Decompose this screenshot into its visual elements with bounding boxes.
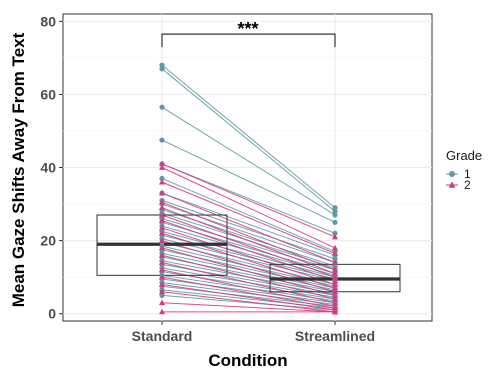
paired-line-grade-1 (161, 68, 336, 212)
point-grade-2 (331, 281, 339, 287)
point-grade-2 (158, 273, 166, 280)
paired-line-grade-1 (161, 282, 336, 306)
paired-line-grade-2 (161, 220, 336, 282)
point-grade-1 (332, 219, 338, 225)
x-tick-label-standard: Standard (132, 328, 193, 344)
paired-line-grade-2 (161, 291, 336, 313)
point-grade-2 (158, 308, 166, 315)
legend-label-grade-1: 1 (464, 167, 471, 181)
point-grade-1 (159, 175, 165, 182)
point-grade-1 (159, 104, 165, 110)
paired-line-grade-2 (161, 262, 336, 304)
point-grade-2 (331, 295, 339, 302)
legend: Grade 12 (446, 148, 482, 192)
paired-line-grade-1 (161, 64, 336, 209)
paired-line-grade-2 (161, 276, 336, 309)
y-tick-label: 60 (40, 86, 56, 102)
point-grade-2 (331, 259, 339, 265)
paired-line-grade-2 (161, 167, 336, 249)
point-grade-2 (158, 164, 166, 170)
legend-label-grade-2: 2 (464, 178, 471, 192)
point-grade-2 (158, 217, 166, 223)
point-grade-2 (331, 270, 339, 276)
point-grade-2 (158, 160, 166, 167)
point-grade-2 (331, 292, 339, 298)
paired-line-grade-1 (161, 192, 336, 256)
point-grade-2 (158, 299, 166, 306)
paired-line-grade-2 (161, 269, 336, 307)
point-grade-1 (332, 212, 338, 218)
point-grade-1 (332, 230, 338, 236)
point-grade-2 (158, 204, 166, 211)
axes: 0 20 40 60 80 Standard Streamlined (40, 13, 375, 344)
point-grade-1 (159, 137, 165, 143)
paired-line-grade-1 (161, 139, 336, 223)
paired-line-grade-2 (161, 240, 336, 293)
significance-bracket (161, 33, 336, 48)
point-grade-2 (158, 288, 166, 295)
point-grade-2 (158, 178, 166, 185)
point-grade-1 (159, 62, 165, 68)
paired-line-grade-2 (161, 283, 336, 311)
point-grade-1 (332, 256, 338, 262)
paired-line-grade-2 (161, 201, 336, 271)
point-grade-2 (158, 237, 166, 243)
point-grade-2 (331, 250, 339, 256)
paired-line-grade-1 (161, 230, 336, 278)
y-tick-label: 40 (40, 160, 56, 176)
point-grade-2 (158, 252, 166, 258)
paired-line-grade-1 (161, 278, 336, 304)
x-tick-label-streamlined: Streamlined (295, 328, 375, 344)
point-grade-1 (159, 66, 165, 72)
point-grade-2 (158, 259, 166, 265)
paired-line-grade-2 (161, 214, 336, 278)
legend-title: Grade (446, 148, 482, 163)
y-tick-label: 80 (40, 13, 56, 29)
paired-line-grade-2 (161, 302, 336, 313)
data-points (158, 62, 339, 315)
point-grade-1 (332, 208, 338, 214)
point-grade-2 (158, 199, 166, 205)
legend-entries: 12 (446, 167, 471, 192)
paired-line-grade-2 (161, 163, 336, 238)
significance-label: *** (237, 19, 258, 39)
point-grade-1 (332, 205, 338, 211)
point-grade-2 (331, 244, 339, 251)
point-grade-2 (331, 288, 339, 295)
point-grade-2 (331, 273, 339, 280)
point-grade-2 (331, 277, 339, 284)
paired-line-grade-1 (161, 106, 336, 216)
point-grade-2 (158, 230, 166, 236)
paired-line-grade-2 (161, 207, 336, 274)
y-tick-label: 20 (40, 233, 56, 249)
y-axis-title: Mean Gaze Shifts Away From Text (9, 32, 28, 307)
point-grade-2 (331, 308, 339, 315)
y-tick-label: 0 (48, 306, 56, 322)
paired-line-grade-2 (161, 247, 336, 296)
paired-line-grade-2 (161, 227, 336, 285)
point-grade-2 (331, 233, 339, 240)
point-grade-2 (331, 299, 339, 306)
x-axis-title: Condition (208, 351, 287, 370)
point-grade-2 (158, 189, 166, 196)
point-grade-2 (331, 284, 339, 291)
point-grade-2 (158, 244, 166, 251)
paired-line-grade-1 (161, 178, 336, 253)
point-grade-2 (158, 266, 166, 273)
paired-line-grade-1 (161, 289, 336, 309)
paired-line-grade-2 (161, 181, 336, 254)
paired-line-grade-1 (161, 199, 336, 260)
paired-line-grade-2 (161, 192, 336, 263)
point-grade-2 (158, 224, 166, 231)
point-grade-2 (158, 281, 166, 287)
point-grade-2 (158, 211, 166, 218)
paired-line-grade-1 (161, 163, 336, 234)
paired-line-grade-1 (161, 294, 336, 311)
paired-line-grade-1 (161, 218, 336, 271)
point-grade-2 (331, 266, 339, 273)
